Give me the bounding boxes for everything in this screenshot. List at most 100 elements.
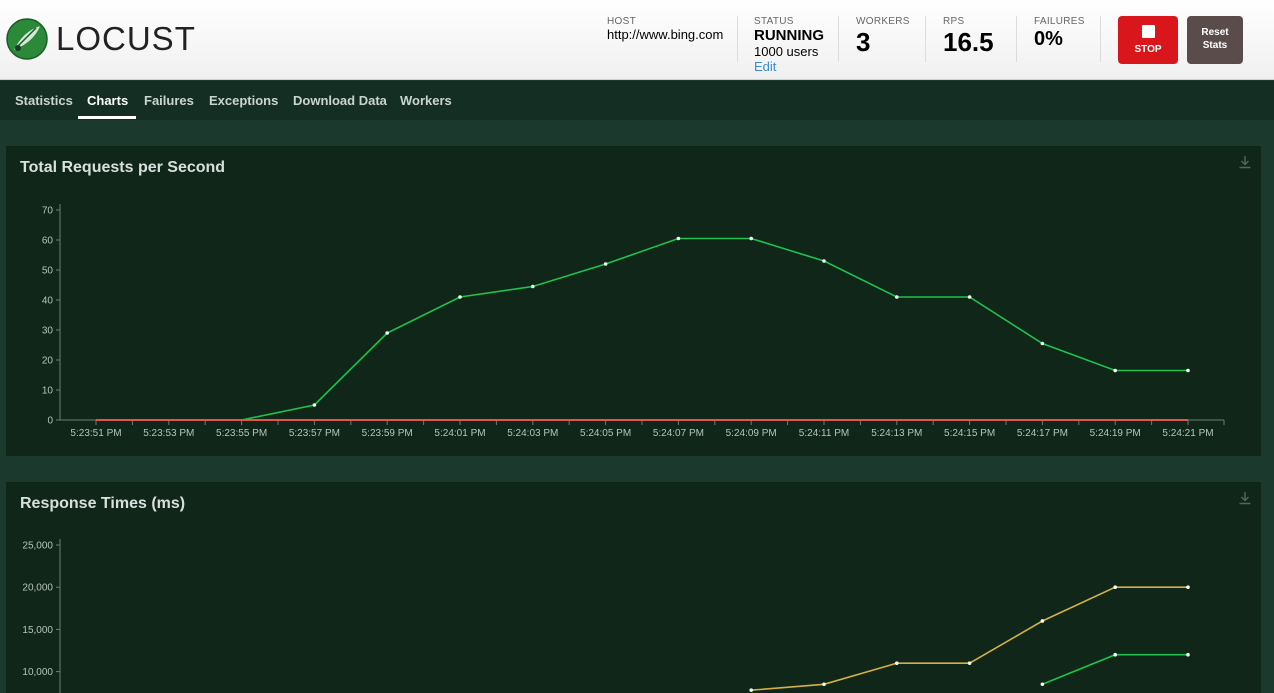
tab-statistics[interactable]: Statistics	[15, 93, 73, 108]
tab-failures[interactable]: Failures	[144, 93, 194, 108]
response-times-chart-panel: Response Times (ms) 10,000 15,000 20,000 25…	[6, 482, 1261, 693]
failures-label: FAILURES	[1034, 16, 1085, 27]
x-tick-label: 5:24:11 PM	[799, 428, 849, 439]
divider	[1100, 16, 1101, 62]
host-label: HOST	[607, 16, 636, 27]
rps-label: RPS	[943, 16, 965, 27]
y-tick-label: 60	[42, 236, 54, 247]
y-tick-label: 70	[42, 206, 54, 217]
x-tick-label: 5:23:51 PM	[70, 428, 121, 439]
response-times-chart: 10,000 15,000 20,000 25,000	[22, 539, 1190, 693]
data-point	[967, 295, 972, 299]
data-point	[895, 295, 899, 299]
x-tick-label: 5:24:07 PM	[653, 428, 704, 439]
stop-button[interactable]: STOP	[1118, 16, 1178, 64]
stop-icon	[1141, 25, 1155, 38]
y-tick-label: 10,000	[22, 667, 53, 678]
workers-value: 3	[856, 27, 871, 57]
rps-chart-panel: Total Requests per Second 0 10 20 30 40 50 60 7…	[6, 146, 1261, 456]
y-tick-label: 20	[42, 356, 54, 367]
data-point	[676, 236, 681, 241]
x-tick-label: 5:24:05 PM	[580, 428, 631, 439]
data-point	[1040, 341, 1045, 346]
host-value: http://www.bing.com	[607, 27, 724, 42]
data-point	[1113, 652, 1117, 657]
reset-stats-button[interactable]: Reset Stats	[1187, 16, 1243, 64]
data-point	[749, 236, 753, 241]
y-tick-label: 30	[42, 326, 54, 337]
logo-text: LOCUST	[56, 20, 196, 57]
stop-label: STOP	[1134, 44, 1162, 55]
y-tick-label: 20,000	[22, 583, 53, 594]
tab-download-data[interactable]: Download Data	[293, 93, 387, 108]
divider	[925, 16, 926, 62]
x-tick-label: 5:24:15 PM	[944, 428, 995, 439]
divider	[1016, 16, 1017, 62]
data-point	[1186, 585, 1190, 589]
rps-value: 16.5	[943, 27, 994, 57]
workers-label: WORKERS	[856, 16, 910, 27]
divider	[838, 16, 839, 62]
data-point	[603, 262, 608, 266]
y-tick-label: 15,000	[22, 625, 53, 636]
y-tick-label: 25,000	[22, 541, 53, 552]
x-tick-label: 5:24:13 PM	[871, 428, 922, 439]
locust-logo-icon	[6, 18, 48, 60]
x-tick-label: 5:24:09 PM	[726, 428, 777, 439]
response-times-chart-title: Response Times (ms)	[20, 495, 186, 512]
data-point	[531, 284, 535, 289]
edit-link[interactable]: Edit	[754, 59, 777, 74]
x-tick-label: 5:23:59 PM	[362, 428, 413, 439]
host-stat: HOST http://www.bing.com	[607, 16, 723, 42]
failures-value: 0%	[1034, 28, 1063, 50]
download-icon[interactable]	[1238, 155, 1252, 169]
data-point	[385, 331, 390, 335]
data-point	[749, 688, 753, 692]
data-point	[967, 661, 972, 665]
data-point	[1040, 682, 1045, 687]
data-point	[1186, 368, 1190, 373]
x-tick-label: 5:24:17 PM	[1017, 428, 1068, 439]
active-tab-indicator	[78, 116, 136, 119]
data-point	[1113, 585, 1117, 589]
reset-label: Reset	[1201, 27, 1229, 38]
divider	[737, 16, 738, 62]
top-header: LOCUST HOST http://www.bing.com STATUS R…	[0, 0, 1274, 80]
reset-label-stats: Stats	[1202, 40, 1228, 51]
failures-stat: FAILURES 0%	[1034, 16, 1085, 51]
status-label: STATUS	[754, 16, 794, 27]
data-point	[312, 403, 317, 407]
x-tick-label: 5:24:21 PM	[1162, 428, 1213, 439]
series-line-0	[751, 586, 1188, 691]
logo: LOCUST	[6, 16, 196, 62]
data-point	[1113, 368, 1117, 373]
tab-workers[interactable]: Workers	[400, 93, 452, 108]
data-point	[822, 259, 826, 263]
series-line-0	[96, 237, 1188, 421]
y-tick-label: 0	[47, 416, 53, 427]
status-stat: STATUS RUNNING 1000 users Edit	[754, 16, 824, 74]
user-count: 1000 users	[754, 44, 819, 59]
status-value: RUNNING	[754, 27, 824, 44]
tab-bar: Statistics Charts Failures Exceptions Do…	[0, 81, 1274, 120]
data-point	[1040, 619, 1045, 623]
x-tick-label: 5:24:19 PM	[1090, 428, 1141, 439]
data-point	[1186, 652, 1190, 657]
x-tick-label: 5:23:57 PM	[289, 428, 340, 439]
tab-charts[interactable]: Charts	[87, 93, 129, 108]
y-tick-label: 50	[42, 266, 54, 277]
data-point	[895, 661, 899, 665]
x-tick-label: 5:23:53 PM	[143, 428, 194, 439]
y-tick-label: 40	[42, 296, 54, 307]
data-point	[458, 295, 462, 299]
workers-stat: WORKERS 3	[856, 16, 910, 57]
y-tick-label: 10	[42, 386, 54, 397]
tab-exceptions[interactable]: Exceptions	[209, 93, 279, 108]
x-tick-label: 5:24:03 PM	[507, 428, 558, 439]
rps-stat: RPS 16.5	[943, 16, 994, 57]
x-tick-label: 5:23:55 PM	[216, 428, 267, 439]
rps-chart-title: Total Requests per Second	[20, 159, 226, 176]
rps-chart: 0 10 20 30 40 50 60 70 5:23:51 PM 5:23:53 PM 5:23:…	[42, 204, 1225, 439]
download-icon[interactable]	[1238, 491, 1252, 505]
series-line-1	[1042, 653, 1188, 686]
